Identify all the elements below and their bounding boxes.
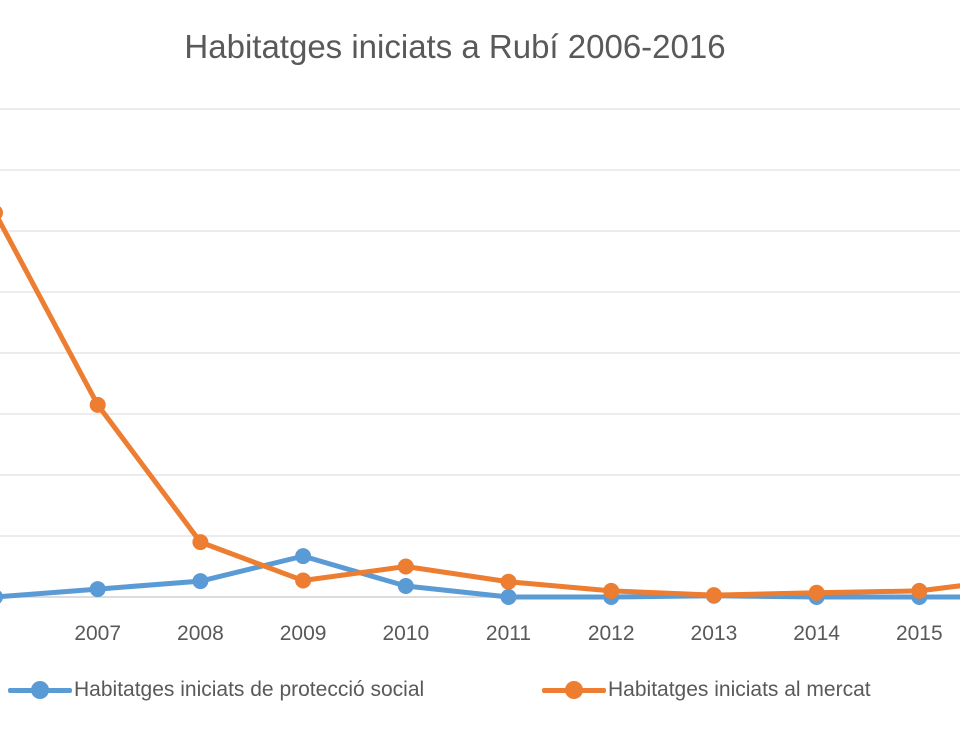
series-lines bbox=[0, 216, 960, 600]
x-tick-label: 2011 bbox=[486, 622, 531, 645]
legend-marker-market bbox=[565, 681, 583, 699]
x-tick-label: 2008 bbox=[177, 622, 224, 645]
data-point-market[interactable] bbox=[603, 582, 620, 599]
legend: Habitatges iniciats de protecció social … bbox=[0, 672, 960, 712]
data-point-market[interactable] bbox=[911, 582, 928, 599]
legend-swatch-market bbox=[542, 672, 606, 708]
data-point-social[interactable] bbox=[0, 589, 3, 605]
data-point-social[interactable] bbox=[89, 581, 106, 598]
chart-title: Habitatges iniciats a Rubí 2006-2016 bbox=[184, 28, 726, 65]
data-point-market[interactable] bbox=[295, 572, 312, 589]
x-tick-label: 2015 bbox=[896, 622, 943, 645]
gridlines bbox=[0, 108, 960, 598]
x-tick-label: 2007 bbox=[74, 622, 121, 645]
legend-label-market: Habitatges iniciats al mercat bbox=[608, 678, 871, 701]
legend-item-market[interactable]: Habitatges iniciats al mercat bbox=[542, 672, 871, 708]
series-points bbox=[0, 205, 928, 605]
data-point-market[interactable] bbox=[705, 587, 722, 604]
series-line-market bbox=[0, 216, 960, 598]
data-point-social[interactable] bbox=[500, 589, 517, 605]
data-point-social[interactable] bbox=[295, 548, 312, 565]
x-tick-label: 2013 bbox=[691, 622, 738, 645]
data-point-market[interactable] bbox=[808, 584, 825, 601]
data-point-market[interactable] bbox=[192, 534, 209, 551]
legend-item-social[interactable]: Habitatges iniciats de protecció social bbox=[8, 672, 424, 708]
data-point-social[interactable] bbox=[397, 578, 414, 595]
data-point-market[interactable] bbox=[397, 558, 414, 575]
legend-label-social: Habitatges iniciats de protecció social bbox=[74, 678, 425, 701]
data-point-market[interactable] bbox=[89, 396, 106, 413]
x-tick-label: 2010 bbox=[382, 622, 429, 645]
x-tick-label: 2014 bbox=[793, 622, 840, 645]
line-chart: 6 2007 2008 2009 2010 2011 2012 2013 2014 2015 bbox=[0, 108, 960, 645]
data-point-social[interactable] bbox=[192, 573, 209, 590]
data-point-market[interactable] bbox=[0, 205, 3, 221]
x-tick-label: 2009 bbox=[280, 622, 327, 645]
data-point-market[interactable] bbox=[500, 573, 517, 590]
legend-marker-social bbox=[31, 681, 49, 699]
x-tick-label: 6 bbox=[0, 622, 1, 645]
x-axis-ticks: 6 2007 2008 2009 2010 2011 2012 2013 2014 2015 bbox=[0, 622, 943, 645]
x-tick-label: 2012 bbox=[588, 622, 635, 645]
legend-swatch-social bbox=[8, 672, 72, 708]
